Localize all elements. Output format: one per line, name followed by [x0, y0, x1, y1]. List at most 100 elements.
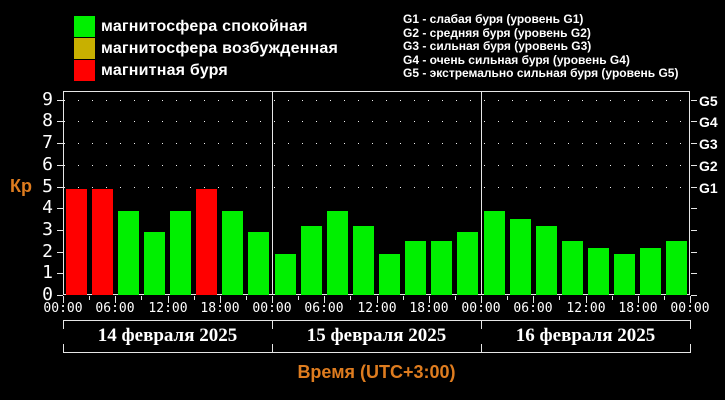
storm-scale-line-g1: G1 - слабая буря (уровень G1) [403, 12, 584, 26]
kp-bar [353, 226, 374, 295]
storm-scale-line-g2: G2 - средняя буря (уровень G2) [403, 25, 591, 40]
y-axis-tick-label: 1 [42, 262, 53, 283]
y-axis-tick-label: 5 [42, 176, 53, 197]
x-axis-tick [63, 296, 64, 303]
right-axis-glabel-g4: G4 [699, 114, 718, 130]
x-axis-tick [559, 296, 560, 300]
y-axis-tick [691, 295, 697, 296]
x-axis-tick [481, 296, 482, 303]
x-axis-tick [455, 296, 456, 300]
x-axis-tick [220, 296, 221, 303]
kp-bar [510, 219, 531, 295]
y-axis-tick-label: 4 [42, 197, 53, 218]
y-axis-tick [57, 295, 63, 296]
kp-bar [92, 189, 113, 295]
x-axis-tick [168, 296, 169, 303]
right-axis-glabel-g2: G2 [699, 158, 718, 174]
kp-bar [614, 254, 635, 295]
threshold-gridline-kp6 [64, 165, 689, 166]
kp-bar [327, 211, 348, 295]
y-axis-tick [691, 143, 697, 144]
y-axis-tick-label: 6 [42, 154, 53, 175]
kp-bar [640, 248, 661, 295]
x-axis-tick [533, 296, 534, 303]
x-axis-tick [664, 296, 665, 300]
x-axis-tick [403, 296, 404, 300]
y-axis-tick [57, 121, 63, 122]
right-axis-glabel-g5: G5 [699, 93, 718, 109]
date-label: 14 февраля 2025 [97, 325, 238, 346]
legend-item-label: магнитосфера возбужденная [101, 39, 339, 57]
x-axis-tick-label: 06:00 [513, 301, 553, 316]
x-axis-tick-label: 18:00 [200, 301, 240, 316]
day-separator-line [272, 92, 273, 294]
kp-bar [666, 241, 687, 295]
x-axis-tick-label: 06:00 [304, 301, 344, 316]
x-axis-tick-label: 18:00 [618, 301, 658, 316]
kp-bar [431, 241, 452, 295]
date-label: 16 февраля 2025 [515, 325, 656, 346]
y-axis-title: Кр [10, 176, 32, 196]
x-axis-tick-label: 00:00 [461, 301, 501, 316]
y-axis-tick-label: 8 [42, 110, 53, 131]
plot-frame [63, 91, 690, 295]
x-axis-tick [507, 296, 508, 300]
kp-bar [536, 226, 557, 295]
x-axis-tick [350, 296, 351, 300]
storm-scale-info: G1 - слабая буря (уровень G1) G2 - средн… [403, 12, 679, 81]
date-band-divider [63, 320, 64, 329]
x-axis-tick [272, 296, 273, 303]
y-axis-tick-label: 3 [42, 219, 53, 240]
storm-color-swatch [74, 60, 95, 81]
x-axis-tick [377, 296, 378, 303]
kp-bar [248, 232, 269, 295]
right-axis-glabel-g1: G1 [699, 180, 718, 196]
legend-item-storm: магнитная буря [74, 60, 338, 81]
y-axis-tick [57, 208, 63, 209]
kp-bar [301, 226, 322, 295]
x-axis-tick-label: 00:00 [670, 301, 710, 316]
day-separator-line [481, 92, 482, 294]
y-axis-tick [691, 230, 697, 231]
x-axis-tick [612, 296, 613, 300]
y-axis-tick [57, 165, 63, 166]
storm-scale-line-g5: G5 - экстремально сильная буря (уровень … [403, 66, 679, 80]
date-band-divider [481, 344, 482, 353]
date-band-top-border [63, 320, 691, 321]
x-axis-tick-label: 06:00 [95, 301, 135, 316]
y-axis-tick-label: 0 [42, 284, 53, 305]
y-axis-tick [691, 208, 697, 209]
legend: магнитосфера спокойная магнитосфера возб… [74, 16, 338, 82]
threshold-gridline-kp5 [64, 187, 689, 188]
x-axis-tick [194, 296, 195, 300]
excited-color-swatch [74, 38, 95, 59]
x-axis-tick [690, 296, 691, 303]
legend-item-quiet: магнитосфера спокойная [74, 16, 338, 37]
x-axis-tick [324, 296, 325, 303]
x-axis-tick [298, 296, 299, 300]
y-axis-tick-label: 7 [42, 132, 53, 153]
x-axis-tick-label: 00:00 [43, 301, 83, 316]
date-band-bottom-border [63, 352, 691, 353]
y-axis-tick [691, 273, 697, 274]
date-band-divider [690, 320, 691, 329]
kp-bar [405, 241, 426, 295]
y-axis-tick [691, 121, 697, 122]
kp-bar [66, 189, 87, 295]
date-band-divider [63, 344, 64, 353]
threshold-gridline-kp7 [64, 143, 689, 144]
kp-bar [170, 211, 191, 295]
y-axis-tick [57, 187, 63, 188]
y-axis-tick [57, 100, 63, 101]
legend-item-label: магнитная буря [101, 61, 228, 79]
y-axis-tick [691, 252, 697, 253]
storm-scale-line-g3: G3 - сильная буря (уровень G3) [403, 39, 592, 53]
y-axis-tick [691, 187, 697, 188]
x-axis-tick [586, 296, 587, 303]
threshold-gridline-kp8 [64, 121, 689, 122]
y-axis-tick [57, 252, 63, 253]
x-axis-tick [89, 296, 90, 300]
right-axis-glabel-g3: G3 [699, 136, 718, 152]
x-axis-tick-label: 00:00 [252, 301, 292, 316]
